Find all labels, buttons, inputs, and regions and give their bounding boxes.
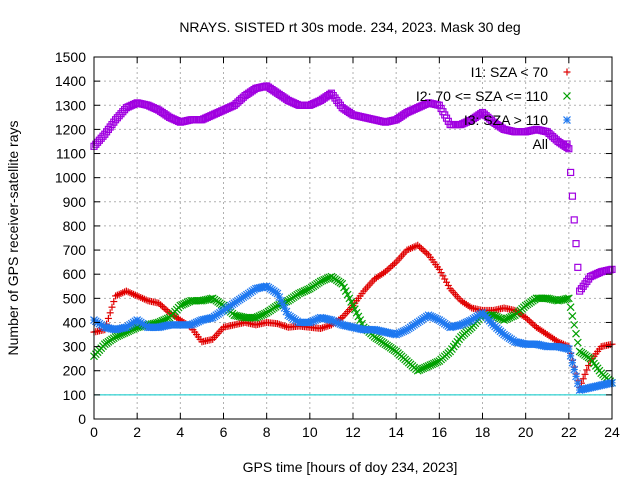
x-tick-label: 6: [220, 424, 228, 440]
y-tick-label: 1400: [55, 73, 86, 89]
data-point: [585, 362, 593, 370]
data-point: [568, 358, 577, 367]
data-point: [433, 357, 442, 366]
data-point: [568, 192, 577, 200]
y-tick-label: 700: [63, 242, 87, 258]
legend: I1: SZA < 70 I2: 70 <= SZA <= 110 I3: SZA …: [416, 64, 571, 152]
y-tick-label: 1300: [55, 97, 86, 113]
x-axis-label: GPS time [hours of doy 234, 2023]: [243, 459, 458, 475]
x-tick-label: 0: [90, 424, 98, 440]
x-tick-label: 2: [133, 424, 141, 440]
data-point: [572, 372, 580, 381]
x-tick-label: 12: [345, 424, 361, 440]
x-tick-label: 16: [432, 424, 448, 440]
data-point: [570, 365, 579, 374]
chart-title: NRAYS. SISTED rt 30s mode. 234, 2023. Ma…: [179, 19, 520, 35]
legend-label: All: [532, 136, 548, 152]
legend-label: I3: SZA > 110: [464, 112, 548, 128]
x-tick-label: 4: [176, 424, 184, 440]
x-tick-label: 20: [518, 424, 534, 440]
data-point: [568, 312, 577, 320]
data-point: [304, 285, 312, 294]
legend-marker: [563, 92, 571, 100]
data-point: [581, 370, 589, 378]
data-point: [564, 294, 573, 303]
data-point: [574, 263, 582, 271]
y-tick-label: 100: [63, 387, 87, 403]
data-point: [572, 240, 580, 248]
y-tick-label: 600: [63, 266, 87, 282]
legend-label: I2: 70 <= SZA <= 110: [416, 88, 548, 104]
data-point: [108, 303, 116, 311]
y-tick-label: 300: [63, 339, 87, 355]
data-point: [567, 168, 575, 177]
y-tick-label: 1100: [56, 146, 86, 162]
x-tick-label: 22: [561, 424, 577, 440]
x-tick-label: 24: [604, 424, 620, 440]
legend-marker: [563, 140, 571, 148]
data-point: [579, 375, 587, 383]
y-tick-label: 200: [63, 363, 87, 379]
y-tick-label: 1500: [55, 49, 86, 65]
series-3: [90, 282, 616, 394]
data-point: [570, 216, 578, 224]
y-tick-label: 500: [63, 290, 87, 306]
axis-ticks: 0 2 4 6 8 10 12 14 16 18 20 22 240100200300400500600…: [55, 49, 620, 440]
y-tick-label: 1000: [55, 170, 86, 186]
y-tick-label: 900: [63, 194, 87, 210]
y-tick-label: 400: [63, 314, 87, 330]
data-point: [110, 298, 118, 306]
legend-marker: [563, 116, 571, 124]
data-point: [572, 329, 580, 338]
data-point: [583, 366, 591, 374]
x-tick-label: 18: [475, 424, 491, 440]
series-1: [90, 241, 616, 392]
data-point: [260, 309, 269, 318]
series-4: [90, 82, 616, 295]
data-point: [106, 309, 114, 317]
data-point: [565, 145, 573, 153]
data-point: [570, 320, 579, 329]
legend-marker: [563, 68, 571, 76]
y-tick-label: 800: [63, 218, 87, 234]
data-point: [104, 314, 112, 322]
data-point: [282, 307, 291, 316]
data-point: [566, 303, 575, 312]
x-tick-label: 8: [263, 424, 271, 440]
x-tick-label: 14: [388, 424, 404, 440]
y-tick-label: 1200: [55, 121, 86, 137]
data-point: [509, 312, 518, 320]
y-axis-label: Number of GPS receiver-satellite rays: [5, 121, 21, 356]
series-layer: [90, 82, 616, 394]
data-point: [564, 345, 573, 353]
y-tick-label: 0: [78, 411, 86, 427]
x-tick-label: 10: [302, 424, 318, 440]
data-point: [573, 338, 582, 347]
data-point: [563, 294, 571, 303]
legend-label: I1: SZA < 70: [471, 64, 549, 80]
data-point: [566, 351, 575, 360]
